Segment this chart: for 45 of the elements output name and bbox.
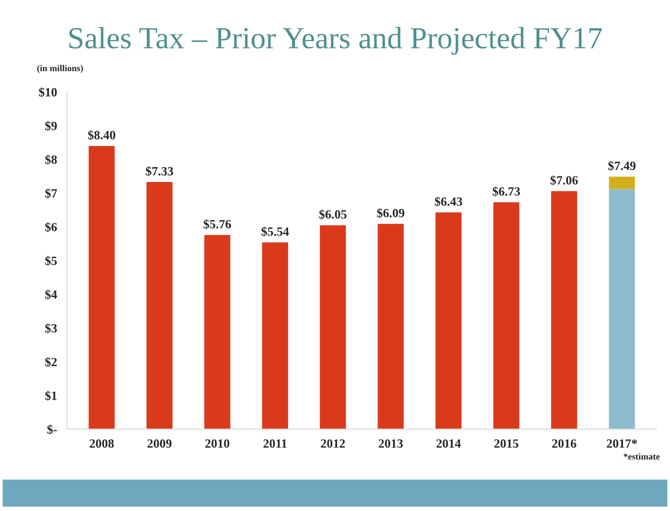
bar <box>493 202 520 430</box>
data-label: $5.76 <box>204 219 231 230</box>
y-tick-label: $9 <box>45 120 57 131</box>
y-tick-label: $- <box>47 424 57 435</box>
data-label: $6.09 <box>377 208 404 218</box>
x-tick-label: 2017* <box>606 439 638 448</box>
chart-title: Sales Tax – Prior Years and Projected FY17 <box>69 27 602 55</box>
y-tick-label: $1 <box>45 390 57 401</box>
bar <box>262 242 288 430</box>
x-tick-label: 2016 <box>552 439 576 448</box>
bar <box>436 212 462 430</box>
data-label: $7.33 <box>146 166 174 176</box>
y-tick-label: $6 <box>45 222 57 232</box>
bar <box>551 191 578 430</box>
data-label: $6.05 <box>319 209 347 220</box>
text: (in millions) <box>37 64 83 74</box>
data-label: $6.73 <box>492 186 520 197</box>
y-tick-label: $2 <box>45 357 57 368</box>
y-tick-label: $8 <box>45 154 57 165</box>
bar <box>608 189 635 430</box>
x-tick-label: 2008 <box>90 439 114 448</box>
y-tick-label: $4 <box>45 290 58 300</box>
bar <box>378 224 404 430</box>
y-tick-label: $5 <box>45 256 57 266</box>
bar <box>146 182 172 430</box>
x-tick-label: 2010 <box>205 439 230 448</box>
x-tick-label: 2009 <box>148 439 172 448</box>
bar <box>88 146 115 430</box>
x-tick-label: 2014 <box>436 439 461 448</box>
total-label: $7.49 <box>608 160 636 171</box>
bar <box>320 225 346 430</box>
x-tick-label: 2013 <box>378 439 403 448</box>
y-tick-label: $7 <box>45 188 57 198</box>
bar <box>608 176 635 190</box>
y-tick-label: $10 <box>38 87 57 98</box>
x-tick-label: 2012 <box>320 439 345 448</box>
x-tick-label: 2011 <box>263 439 287 448</box>
data-label: $5.54 <box>261 226 289 237</box>
data-label: $7.06 <box>550 175 578 186</box>
data-label: $8.40 <box>88 130 116 140</box>
text: *estimate <box>624 453 660 460</box>
data-label: $6.43 <box>434 196 462 207</box>
x-tick-label: 2015 <box>494 439 518 448</box>
bar <box>204 234 230 430</box>
y-tick-label: $3 <box>45 323 57 334</box>
